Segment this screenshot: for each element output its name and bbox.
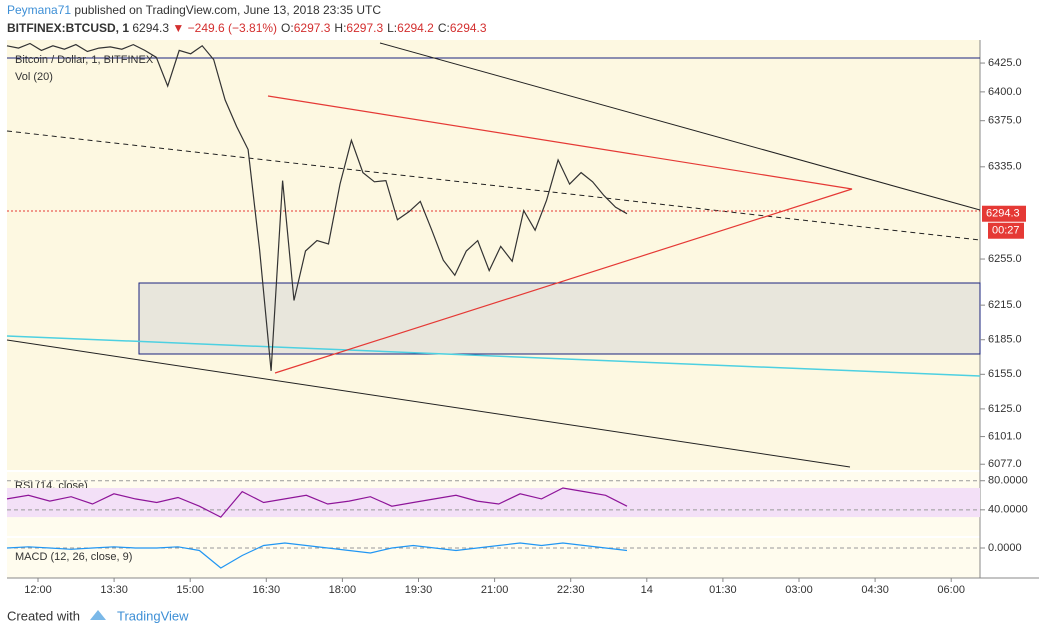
ohlc-label: O: [281, 21, 294, 35]
macd-pane [7, 538, 980, 578]
ohlc-value: 6297.3 [294, 21, 331, 35]
y-tick-label: 0.0000 [988, 542, 1022, 554]
ohlc: O:6297.3 H:6297.3 L:6294.2 C:6294.3 [281, 21, 487, 35]
header-line: Peymana71 published on TradingView.com, … [7, 3, 381, 17]
rsi-band [7, 488, 980, 518]
x-tick-label: 22:30 [557, 584, 585, 596]
y-tick-label: 6101.0 [988, 430, 1022, 442]
x-tick-label: 15:00 [176, 584, 204, 596]
ohlc-label: H: [334, 21, 346, 35]
y-tick-label: 6335.0 [988, 161, 1022, 173]
ohlc-label: C: [438, 21, 450, 35]
last-price-tag [982, 205, 1026, 222]
y-tick-label: 80.0000 [988, 475, 1028, 487]
x-tick-label: 12:00 [24, 584, 52, 596]
y-tick-label: 6185.0 [988, 334, 1022, 346]
x-tick-label: 19:30 [405, 584, 433, 596]
macd-title: MACD (12, 26, close, 9) [15, 551, 132, 563]
y-tick-label: 6215.0 [988, 299, 1022, 311]
y-tick-label: 40.0000 [988, 504, 1028, 516]
symbol: BITFINEX:BTCUSD, 1 [7, 21, 129, 35]
ohlc-value: 6294.2 [397, 21, 434, 35]
x-tick-label: 14 [641, 584, 653, 596]
series-line [6, 487, 628, 518]
symbol-line: BITFINEX:BTCUSD, 1 6294.3 ▼ −249.6 (−3.8… [7, 21, 487, 35]
x-tick-label: 18:00 [329, 584, 357, 596]
price-pane [7, 40, 980, 470]
y-tick-label: 6375.0 [988, 115, 1022, 127]
vol-title: Vol (20) [15, 71, 53, 83]
series-line [6, 42, 628, 371]
x-tick-label: 13:30 [100, 584, 128, 596]
last-price-label: 6294.3 [986, 208, 1020, 220]
published: published on TradingView.com, June 13, 2… [74, 3, 381, 17]
x-tick-label: 01:30 [709, 584, 737, 596]
x-tick-label: 21:00 [481, 584, 509, 596]
series-line [6, 542, 628, 569]
footer-brand[interactable]: TradingView [117, 608, 189, 623]
x-tick-label: 16:30 [253, 584, 281, 596]
y-tick-label: 6425.0 [988, 57, 1022, 69]
arrow: ▼ [172, 21, 184, 35]
last: 6294.3 [132, 21, 169, 35]
countdown-label: 00:27 [992, 225, 1020, 237]
y-tick-label: 6077.0 [988, 458, 1022, 470]
x-tick-label: 06:00 [937, 584, 965, 596]
ohlc-value: 6297.3 [346, 21, 383, 35]
y-tick-label: 6400.0 [988, 86, 1022, 98]
ohlc-value: 6294.3 [450, 21, 487, 35]
footer-created: Created with [7, 608, 80, 623]
ohlc-label: L: [387, 21, 397, 35]
y-tick-label: 6155.0 [988, 368, 1022, 380]
countdown-tag [988, 222, 1024, 239]
x-tick-label: 04:30 [861, 584, 889, 596]
price-title: Bitcoin / Dollar, 1, BITFINEX [15, 54, 154, 66]
change: −249.6 (−3.81%) [188, 21, 277, 35]
x-tick-label: 03:00 [785, 584, 813, 596]
author: Peymana71 [7, 3, 71, 17]
drawings [6, 42, 981, 468]
y-tick-label: 6255.0 [988, 253, 1022, 265]
logo [90, 610, 106, 620]
y-tick-label: 6125.0 [988, 403, 1022, 415]
